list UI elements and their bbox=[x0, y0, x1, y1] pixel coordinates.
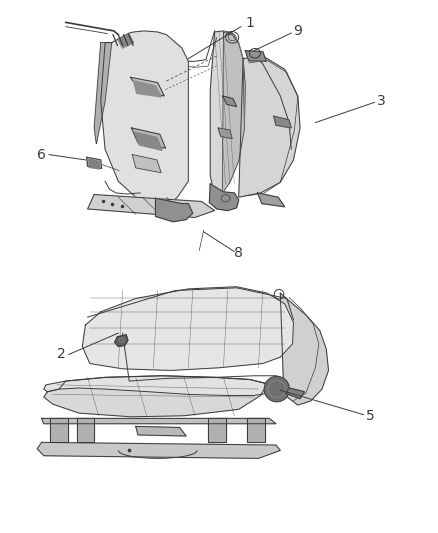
Polygon shape bbox=[210, 31, 245, 195]
Polygon shape bbox=[42, 418, 276, 424]
Polygon shape bbox=[44, 376, 272, 395]
Polygon shape bbox=[286, 388, 304, 399]
Text: 9: 9 bbox=[293, 24, 302, 38]
Text: 6: 6 bbox=[37, 148, 46, 161]
Polygon shape bbox=[44, 376, 267, 417]
Text: 1: 1 bbox=[245, 17, 254, 30]
Polygon shape bbox=[280, 293, 328, 405]
Polygon shape bbox=[274, 116, 291, 128]
Polygon shape bbox=[223, 32, 244, 193]
Polygon shape bbox=[239, 56, 300, 197]
Polygon shape bbox=[209, 184, 239, 211]
Text: 3: 3 bbox=[377, 94, 385, 108]
Polygon shape bbox=[131, 77, 164, 96]
Polygon shape bbox=[89, 159, 99, 169]
Polygon shape bbox=[208, 418, 226, 442]
Polygon shape bbox=[101, 31, 188, 204]
Polygon shape bbox=[88, 195, 215, 217]
Polygon shape bbox=[87, 157, 102, 168]
Polygon shape bbox=[245, 51, 266, 61]
Text: 2: 2 bbox=[57, 348, 66, 361]
Polygon shape bbox=[94, 43, 112, 144]
Polygon shape bbox=[134, 81, 161, 97]
Polygon shape bbox=[136, 426, 186, 436]
Polygon shape bbox=[37, 442, 280, 458]
Text: 8: 8 bbox=[234, 246, 243, 260]
Ellipse shape bbox=[264, 376, 290, 402]
Polygon shape bbox=[77, 418, 94, 442]
Text: 5: 5 bbox=[366, 409, 374, 423]
Polygon shape bbox=[131, 128, 166, 148]
Polygon shape bbox=[50, 418, 68, 442]
Polygon shape bbox=[258, 193, 285, 207]
Polygon shape bbox=[115, 335, 128, 346]
Polygon shape bbox=[118, 35, 134, 48]
Polygon shape bbox=[82, 287, 293, 370]
Polygon shape bbox=[223, 96, 237, 107]
Polygon shape bbox=[155, 198, 193, 222]
Polygon shape bbox=[132, 155, 161, 173]
Polygon shape bbox=[135, 132, 162, 150]
Polygon shape bbox=[247, 418, 265, 442]
Polygon shape bbox=[218, 128, 232, 139]
